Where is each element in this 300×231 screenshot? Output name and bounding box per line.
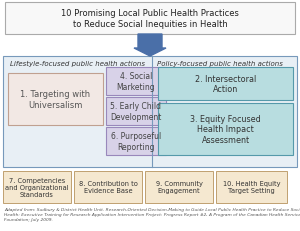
- Text: Adapted from: Sudbury & District Health Unit. Research-Oriented Decision-Making : Adapted from: Sudbury & District Health …: [4, 207, 300, 221]
- FancyBboxPatch shape: [3, 171, 71, 203]
- Text: 6. Purposeful
Reporting: 6. Purposeful Reporting: [111, 132, 161, 151]
- Text: 1. Targeting with
Universalism: 1. Targeting with Universalism: [20, 90, 91, 109]
- FancyBboxPatch shape: [5, 3, 295, 35]
- Text: Lifestyle-focused public health actions: Lifestyle-focused public health actions: [11, 61, 146, 67]
- Text: 8. Contribution to
Evidence Base: 8. Contribution to Evidence Base: [79, 181, 137, 194]
- FancyBboxPatch shape: [158, 103, 293, 155]
- Text: 4. Social
Marketing: 4. Social Marketing: [117, 72, 155, 91]
- FancyBboxPatch shape: [8, 74, 103, 125]
- FancyBboxPatch shape: [216, 171, 287, 203]
- Text: 10 Promising Local Public Health Practices
to Reduce Social Inequities in Health: 10 Promising Local Public Health Practic…: [61, 9, 239, 29]
- Text: 10. Health Equity
Target Setting: 10. Health Equity Target Setting: [223, 181, 280, 194]
- Text: 7. Competencies
and Organizational
Standards: 7. Competencies and Organizational Stand…: [5, 177, 69, 197]
- FancyBboxPatch shape: [106, 68, 166, 96]
- FancyBboxPatch shape: [158, 68, 293, 100]
- FancyBboxPatch shape: [3, 57, 297, 167]
- Polygon shape: [134, 35, 166, 57]
- FancyBboxPatch shape: [145, 171, 213, 203]
- FancyBboxPatch shape: [74, 171, 142, 203]
- Text: Policy-focused public health actions: Policy-focused public health actions: [157, 61, 283, 67]
- Text: 5. Early Child
Development: 5. Early Child Development: [110, 102, 162, 121]
- FancyBboxPatch shape: [106, 128, 166, 155]
- Text: 2. Intersectoral
Action: 2. Intersectoral Action: [195, 74, 256, 94]
- Text: 9. Community
Engagement: 9. Community Engagement: [156, 181, 203, 194]
- Text: 3. Equity Focused
Health Impact
Assessment: 3. Equity Focused Health Impact Assessme…: [190, 115, 261, 144]
- FancyBboxPatch shape: [106, 97, 166, 125]
